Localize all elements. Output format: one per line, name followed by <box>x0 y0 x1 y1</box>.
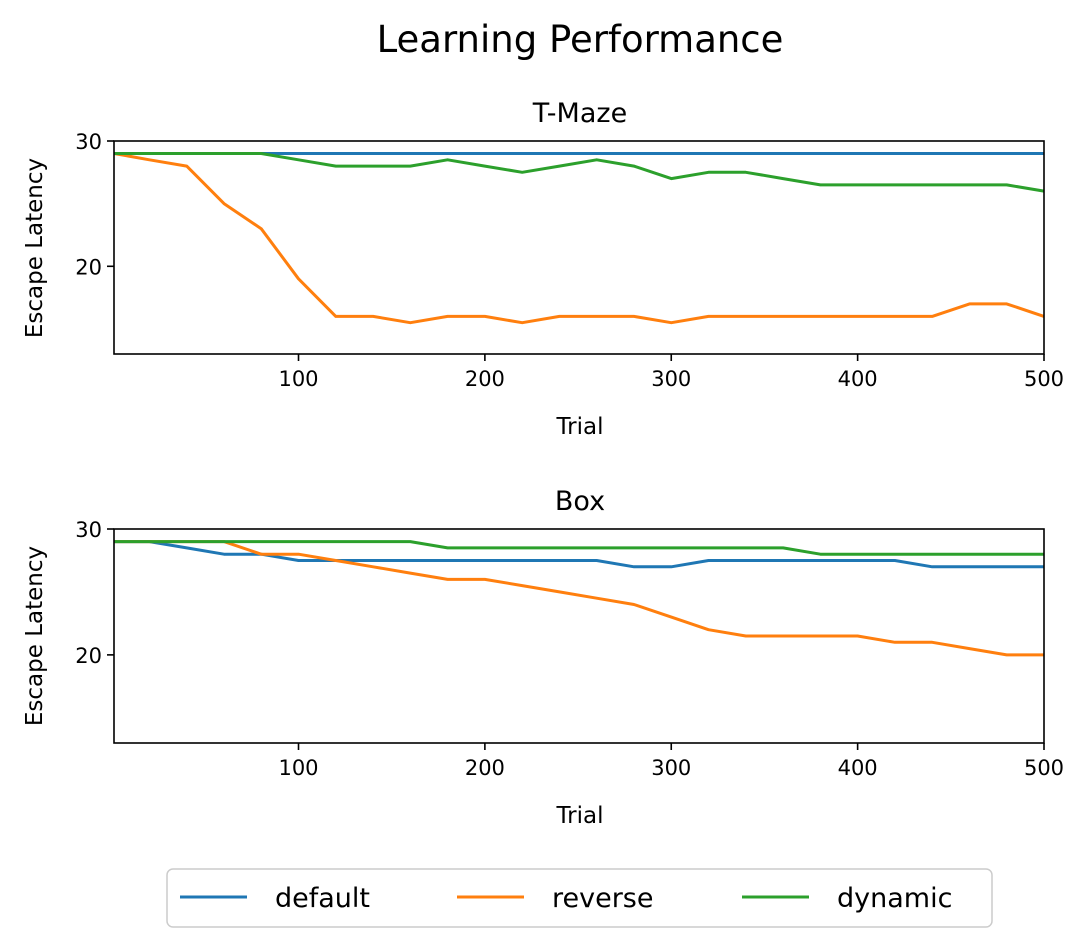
legend: default reverse dynamic <box>166 868 993 928</box>
axes: 100 200 300 400 500 20 30 <box>75 130 1064 391</box>
x-tick-label: 100 <box>278 367 318 391</box>
legend-label-reverse: reverse <box>552 883 654 914</box>
x-tick-label: 300 <box>651 756 691 780</box>
x-tick-label: 400 <box>838 367 878 391</box>
legend-label-dynamic: dynamic <box>837 883 952 914</box>
series-line-reverse <box>114 540 1044 657</box>
panel-t-maze: T-Maze 100 200 300 400 500 20 30 Trial Escape … <box>22 98 1064 440</box>
legend-label-default: default <box>275 883 370 914</box>
series-line-dynamic <box>114 540 1044 556</box>
x-axis-label: Trial <box>556 803 604 829</box>
axes: 100 200 300 400 500 20 30 <box>75 518 1064 780</box>
series-line-dynamic <box>114 152 1045 193</box>
y-tick-label: 20 <box>75 255 102 279</box>
figure-suptitle: Learning Performance <box>377 18 784 61</box>
panel-title: T-Maze <box>532 98 627 129</box>
axes-frame <box>113 528 1045 744</box>
x-axis-label: Trial <box>556 414 604 440</box>
panel-title: Box <box>555 486 605 517</box>
x-tick-label: 300 <box>651 367 691 391</box>
y-axis-label: Escape Latency <box>22 546 48 726</box>
axes-frame <box>113 140 1045 355</box>
x-tick-label: 200 <box>465 367 505 391</box>
series-line-reverse <box>113 152 1045 325</box>
panel-box: Box 100 200 300 400 500 20 30 Trial Escape Lat… <box>22 486 1064 829</box>
y-axis-label: Escape Latency <box>22 158 48 338</box>
x-tick-label: 100 <box>278 756 318 780</box>
y-tick-label: 30 <box>75 130 102 154</box>
x-tick-label: 200 <box>465 756 505 780</box>
y-tick-label: 30 <box>75 518 102 542</box>
y-tick-label: 20 <box>75 644 102 668</box>
x-tick-label: 500 <box>1024 756 1064 780</box>
legend-box <box>166 868 993 928</box>
x-tick-label: 400 <box>838 756 878 780</box>
x-tick-label: 500 <box>1024 367 1064 391</box>
